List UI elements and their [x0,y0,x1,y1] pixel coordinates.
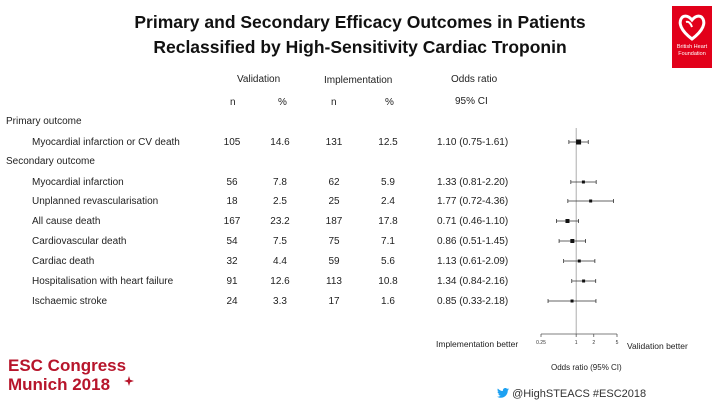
twitter-bird-icon [497,388,509,398]
row-label: Ischaemic stroke [32,296,108,307]
cell-validation-n: 18 [226,196,238,207]
esc-congress-logo: ESC Congress Munich 2018 [8,356,126,394]
cell-implementation-pct: 5.9 [381,177,395,188]
point-estimate [582,279,586,283]
row-label: Myocardial infarction or CV death [32,137,180,148]
cell-implementation-pct: 1.6 [381,296,395,307]
cell-implementation-pct: 2.4 [381,196,395,207]
cell-validation-n: 167 [223,216,241,227]
subheader-n-implementation: n [331,97,337,108]
cell-odds-ratio: 0.86 (0.51-1.45) [437,236,509,247]
cell-validation-pct: 23.2 [270,216,290,227]
row-label: Cardiac death [32,256,95,267]
point-estimate [577,259,581,263]
cell-odds-ratio: 0.85 (0.33-2.18) [437,296,509,307]
twitter-text: @HighSTEACS #ESC2018 [512,388,647,400]
implementation-better-label: Implementation better [436,339,519,349]
row-label: Unplanned revascularisation [32,196,159,207]
cell-implementation-n: 75 [328,236,340,247]
cell-validation-pct: 12.6 [270,276,290,287]
cell-implementation-n: 17 [328,296,340,307]
row-label: All cause death [32,216,101,227]
row-label: Cardiovascular death [32,236,127,247]
row-label: Myocardial infarction [32,177,124,188]
cell-validation-n: 56 [226,177,238,188]
cell-validation-n: 105 [223,137,241,148]
cell-validation-n: 54 [226,236,238,247]
cell-validation-pct: 3.3 [273,296,287,307]
title-line-1: Primary and Secondary Efficacy Outcomes … [134,12,586,32]
cell-validation-pct: 7.5 [273,236,287,247]
cell-odds-ratio: 1.10 (0.75-1.61) [437,137,509,148]
subheader-95ci: 95% CI [455,96,488,107]
cell-implementation-pct: 12.5 [378,137,398,148]
cell-implementation-n: 131 [325,137,343,148]
point-estimate [581,180,585,184]
cell-validation-n: 24 [226,296,238,307]
logo-text: British Heart Foundation [676,44,708,57]
header-validation: Validation [237,74,281,85]
point-estimate [565,219,570,223]
subheader-pct-implementation: % [385,97,394,108]
esc-congress-title: ESC Congress [8,356,127,375]
subheader-n-validation: n [230,97,236,108]
esc-star-icon [124,376,134,386]
cell-implementation-pct: 10.8 [378,276,398,287]
x-tick-label: 0.25 [536,340,546,346]
point-estimate [570,299,574,303]
point-estimate [589,199,593,203]
cell-implementation-n: 187 [325,216,343,227]
x-axis-label: Odds ratio (95% CI) [551,363,622,372]
esc-congress-location: Munich 2018 [8,375,111,394]
cell-odds-ratio: 1.77 (0.72-4.36) [437,196,509,207]
slide-title: Primary and Secondary Efficacy Outcomes … [90,10,630,60]
cell-odds-ratio: 1.33 (0.81-2.20) [437,177,509,188]
validation-better-label: Validation better [627,341,688,351]
cell-validation-pct: 14.6 [270,137,290,148]
cell-implementation-n: 62 [328,177,340,188]
header-implementation: Implementation [324,75,393,86]
point-estimate [576,139,582,145]
header-odds-ratio: Odds ratio [451,74,498,85]
cell-odds-ratio: 0.71 (0.46-1.10) [437,216,509,227]
section-primary-outcome: Primary outcome [6,116,82,127]
subheader-pct-validation: % [278,97,287,108]
x-tick-label: 1 [575,340,578,346]
cell-odds-ratio: 1.34 (0.84-2.16) [437,276,509,287]
cell-validation-pct: 4.4 [273,256,287,267]
cell-implementation-n: 25 [328,196,340,207]
cell-implementation-n: 59 [328,256,340,267]
cell-validation-pct: 7.8 [273,177,287,188]
x-tick-label: 2 [592,340,595,346]
cell-validation-pct: 2.5 [273,196,287,207]
cell-odds-ratio: 1.13 (0.61-2.09) [437,256,509,267]
twitter-handle: @HighSTEACS #ESC2018 [497,388,646,400]
title-line-2: Reclassified by High-Sensitivity Cardiac… [153,37,567,57]
cell-implementation-pct: 5.6 [381,256,395,267]
section-secondary-outcome: Secondary outcome [6,156,95,167]
bhf-logo: British Heart Foundation [672,6,712,68]
point-estimate [570,239,575,243]
cell-implementation-pct: 7.1 [381,236,395,247]
cell-validation-n: 91 [226,276,238,287]
row-label: Hospitalisation with heart failure [32,276,174,287]
cell-implementation-pct: 17.8 [378,216,398,227]
cell-implementation-n: 113 [326,276,342,287]
x-tick-label: 5 [616,340,619,346]
cell-validation-n: 32 [226,256,238,267]
heart-logo-icon [678,14,706,41]
